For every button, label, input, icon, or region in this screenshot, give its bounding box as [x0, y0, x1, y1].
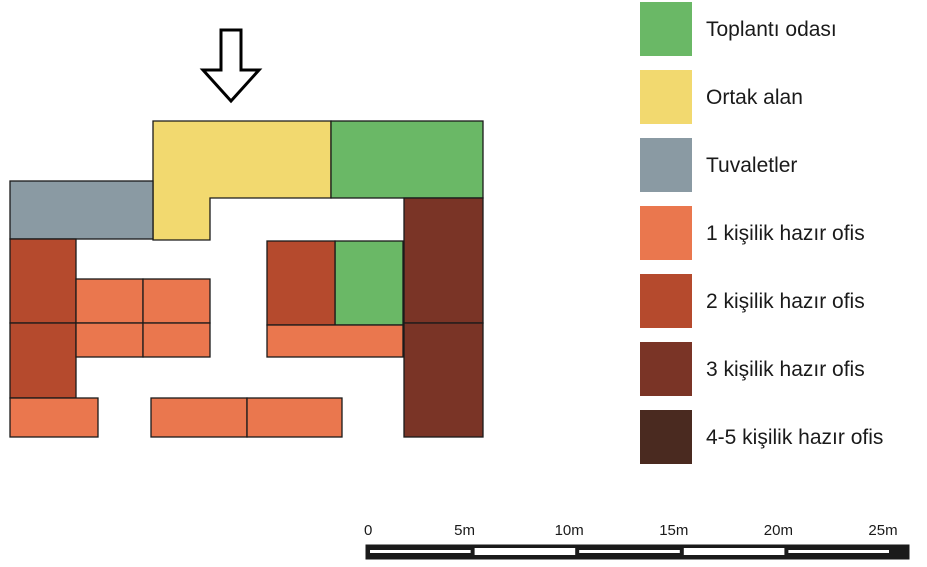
legend-swatch-office1 — [640, 206, 692, 260]
legend: Toplantı odası Ortak alan Tuvaletler 1 kişi… — [640, 2, 883, 464]
room-office-2p — [266, 240, 336, 326]
rooms-group — [9, 120, 484, 438]
legend-label-office1: 1 kişilik hazır ofis — [706, 222, 865, 245]
scale-tick-label: 0 — [364, 522, 372, 539]
room-office-1p — [142, 278, 211, 324]
entrance-arrow-icon — [199, 28, 263, 104]
scale-segment — [788, 550, 889, 553]
legend-swatch-common — [640, 70, 692, 124]
scale-bar: 0 5m 10m 15m 20m 25m — [364, 522, 910, 560]
room-office-1p — [75, 278, 144, 324]
legend-swatch-toilet — [640, 138, 692, 192]
room-office-1p — [266, 324, 404, 358]
scale-tick-label: 20m — [764, 522, 793, 539]
scale-segment — [370, 550, 471, 553]
legend-label-meeting: Toplantı odası — [706, 18, 837, 41]
room-office-2p — [9, 322, 77, 399]
scale-segment — [579, 550, 680, 553]
room-office-2p — [9, 238, 77, 324]
legend-label-common: Ortak alan — [706, 86, 803, 109]
room-office-1p — [246, 397, 343, 438]
room-office-1p — [9, 397, 99, 438]
legend-swatch-office45 — [640, 410, 692, 464]
legend-label-office3: 3 kişilik hazır ofis — [706, 358, 865, 381]
room-office-1p — [75, 322, 144, 358]
room-office-3p — [403, 197, 484, 324]
scale-tick-label: 5m — [454, 522, 475, 539]
scale-segment — [683, 548, 785, 555]
legend-label-office2: 2 kişilik hazır ofis — [706, 290, 865, 313]
room-office-3p — [403, 322, 484, 438]
room-office-1p — [150, 397, 248, 438]
legend-label-office45: 4-5 kişilik hazır ofis — [706, 426, 883, 449]
room-meeting-small — [334, 240, 404, 326]
legend-label-toilet: Tuvaletler — [706, 154, 797, 177]
scale-tick-label: 10m — [555, 522, 584, 539]
scale-tick-label: 15m — [659, 522, 688, 539]
scale-tick-label: 25m — [868, 522, 897, 539]
legend-swatch-office3 — [640, 342, 692, 396]
room-meeting-large — [330, 120, 484, 199]
legend-swatch-meeting — [640, 2, 692, 56]
legend-swatch-office2 — [640, 274, 692, 328]
scale-segment — [474, 548, 576, 555]
room-office-1p — [142, 322, 211, 358]
room-toilets — [9, 180, 154, 240]
room-common-area — [152, 120, 332, 241]
